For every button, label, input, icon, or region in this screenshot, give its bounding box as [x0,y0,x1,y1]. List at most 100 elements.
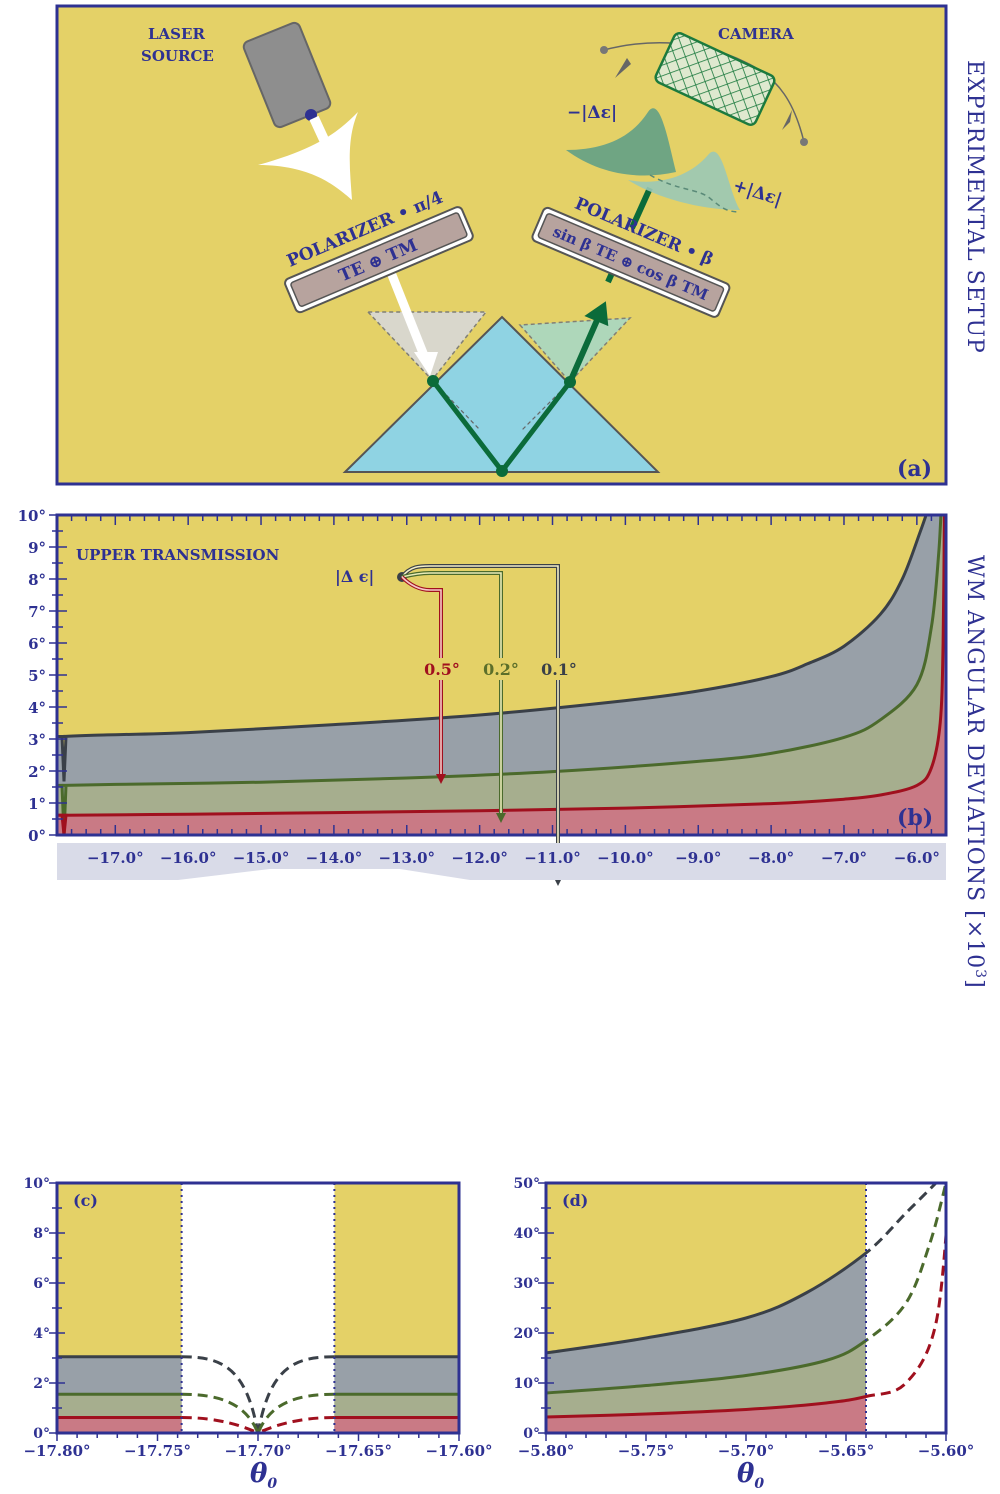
panel-d-line-0.2° [546,1338,866,1395]
panel-c-y-label: 0° [33,1426,50,1442]
panel-b-side-title: WM ANGULAR DEVIATIONS [×103] [962,555,988,989]
panel-d-tick-labels: 0° 10° 20° 30° 40° 50° −5.80° −5.75° −5.70° −5.65… [514,1176,975,1460]
y-tick-label: 6° [28,635,46,653]
x-tick-label: −16.0° [160,849,217,867]
panel-c-gap [181,1183,335,1433]
incidence-wedge [366,311,488,382]
panel-c-dashed-left-0.2° [181,1392,260,1434]
y-tick-label: 9° [28,539,46,557]
panel-d-y-label: 20° [514,1326,540,1342]
panel-d-dashed-0.5° [866,1214,946,1399]
panel-d-y-label: 10° [514,1376,540,1392]
legend-value-0-5: 0.5° [424,660,460,679]
camera-label: CAMERA [718,25,794,43]
panel-d-label: (d) [562,1191,588,1210]
legend-value-0-1: 0.1° [541,660,577,679]
x-tick-label: −13.0° [378,849,435,867]
panel-c-xlabel: θ0 [250,1459,277,1492]
panel-d-plot [538,1182,947,1441]
line-series-0.2° [57,515,943,835]
panel-c-y-label: 8° [33,1226,50,1242]
minus-delta-label: −|Δε| [567,103,617,123]
panel-b-label: (b) [897,805,933,831]
x-tick-label: −12.0° [451,849,508,867]
x-tick-label: −15.0° [233,849,290,867]
panel-c-x-label: −17.80° [23,1442,90,1460]
panel-c-y-label: 2° [33,1376,50,1392]
entry-point [427,375,439,387]
panel-c-plot [49,1182,460,1441]
panel-a-side-title: EXPERIMENTAL SETUP [962,60,987,354]
area-series-0.5° [57,515,946,835]
x-tick-label: −6.0° [894,849,940,867]
profile-plus [628,151,740,210]
panel-c-x-label: −17.60° [425,1442,492,1460]
beam-path [427,186,653,477]
panel-d-frame [544,1181,948,1435]
panel-b-lines [57,515,946,835]
panel-b-y-tick-labels: 0° 1° 2° 3° 4° 5° 6° 7° 8° 9° 10° [18,507,46,845]
y-tick-label: 8° [28,571,46,589]
panel-c-label: (c) [73,1191,98,1210]
panel-c-band-left-0.5° [57,1417,182,1433]
panel-c-frame [55,1181,461,1435]
laser-source [242,21,332,129]
panel-c-x-label: −17.70° [224,1442,291,1460]
panel-c-tick-labels: 0° 2° 4° 6° 8° 10° −17.80° −17.75° −17.70° −17.65… [23,1176,492,1460]
panel-c-y-label: 6° [33,1276,50,1292]
panel-d-area-0.5° [546,1183,866,1433]
x-tick-label: −7.0° [821,849,867,867]
panel-d-line-0.5° [546,1394,866,1419]
x-tick-label: −14.0° [306,849,363,867]
panel-b-legend: |Δ ϵ| 0.5° 0.2° 0.1° [335,564,577,886]
camera [600,32,808,146]
panel-b-annotation: UPPER TRANSMISSION [76,546,280,564]
panel-c-dashed-right-0.5° [257,1416,335,1435]
y-tick-label: 1° [28,795,46,813]
panel-d-line-0.1° [546,1251,866,1355]
exit-point [564,376,576,388]
x-tick-label: −10.0° [597,849,654,867]
panel-c-dashed-left-0.1° [181,1355,260,1434]
panel-c-y-label: 10° [24,1176,50,1192]
panel-d-x-label: −5.80° [518,1442,575,1460]
y-tick-label: 10° [18,507,46,525]
panel-b-areas [57,515,946,835]
panel-d-areas [546,1183,866,1433]
y-tick-label: 7° [28,603,46,621]
panel-c-x-label: −17.65° [325,1442,392,1460]
panel-c-dashed-right-0.2° [256,1392,335,1434]
x-label-band [57,843,946,869]
panel-c-band-right-0.5° [334,1417,459,1433]
panel-a: LASER SOURCE TE ⊕ TM POLARIZER • π/4 [55,4,987,486]
y-tick-label: 4° [28,699,46,717]
panel-d-x-label: −5.65° [818,1442,875,1460]
y-tick-label: 0° [28,827,46,845]
legend-value-0-2: 0.2° [483,660,519,679]
x-tick-label: −8.0° [748,849,794,867]
panel-d-y-label: 50° [514,1176,540,1192]
panel-d-x-label: −5.70° [718,1442,775,1460]
panel-d-y-label: 0° [523,1426,540,1442]
incident-beam [258,112,438,376]
y-tick-label: 3° [28,731,46,749]
line-series-0.5° [57,515,946,835]
x-tick-label: −9.0° [675,849,721,867]
panel-d-x-label: −5.60° [918,1442,975,1460]
line-series-0.1° [57,515,928,782]
panel-d-x-label: −5.75° [618,1442,675,1460]
panel-d-y-label: 30° [514,1276,540,1292]
panel-a-label: (a) [897,456,932,482]
reflection-wedge [518,317,632,384]
panel-c: (c) 0° 2° 4° 6° 8° 10° −17.80° −17.75° −17.70° −1… [23,1176,492,1492]
zoom-connector-d [400,869,946,880]
laser-label-line1: LASER [148,25,205,43]
legend-title: |Δ ϵ| [335,567,374,586]
area-series-0.1° [57,515,946,835]
y-tick-label: 5° [28,667,46,685]
y-tick-label: 2° [28,763,46,781]
panel-b-frame [55,513,948,837]
panel-b-x-tick-labels: −17.0° −16.0° −15.0° −14.0° −13.0° −12.0° −11.… [87,849,940,867]
reflection-point [496,465,508,477]
